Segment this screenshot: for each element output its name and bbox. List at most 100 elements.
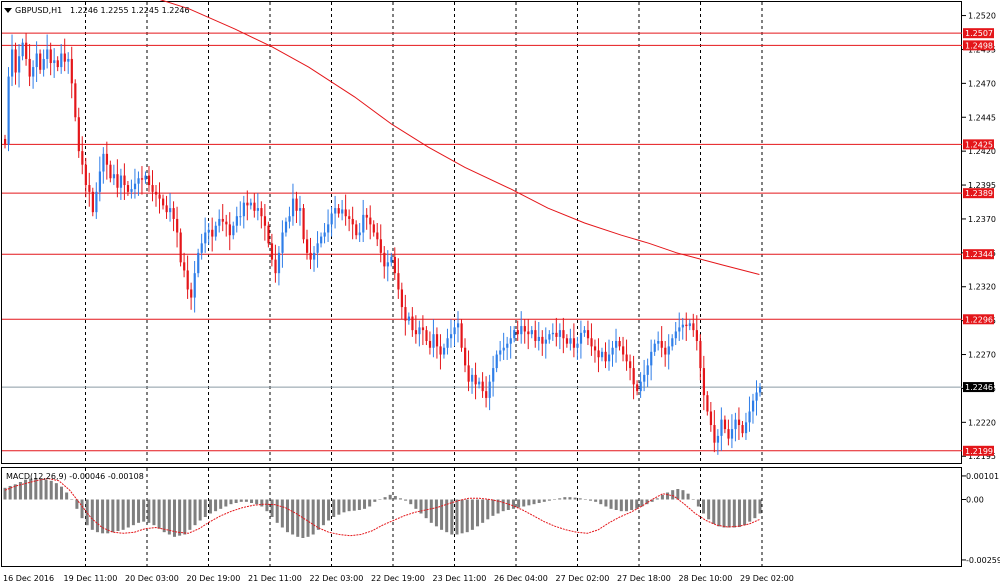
macd-bar [75, 499, 79, 509]
x-tick-label: 27 Dec 02:00 [556, 574, 610, 583]
macd-bar [393, 496, 397, 500]
candle-body [242, 202, 245, 217]
candle-body [235, 216, 238, 226]
current-price-label: 1.2246 [965, 383, 993, 392]
candle-body [176, 218, 179, 233]
candle-body [597, 350, 600, 358]
macd-bar [732, 499, 736, 528]
candle-body [713, 425, 716, 443]
macd-bar [275, 499, 279, 523]
candle-body [341, 209, 344, 214]
macd-bar [347, 499, 351, 512]
candle-body [309, 252, 312, 260]
candle-body [91, 191, 94, 213]
horizontal-levels [2, 32, 962, 452]
candle-body [485, 391, 488, 398]
macd-y-tick-label: -0.00259 [966, 556, 1000, 565]
macd-bar [280, 499, 284, 528]
candle-body [21, 42, 24, 57]
candle-body [523, 326, 526, 332]
candle-body [478, 381, 481, 385]
candle-body [520, 326, 523, 335]
candle-body [98, 171, 102, 192]
macd-bar [126, 499, 130, 528]
candle-body [344, 209, 347, 217]
candle-body [622, 346, 625, 355]
macd-bar [758, 499, 762, 514]
candle-body [267, 225, 270, 244]
macd-bar [553, 499, 557, 500]
candle-body [70, 58, 73, 84]
level-label: 1.2498 [965, 41, 993, 50]
candle-body [162, 198, 165, 206]
candle-body [84, 164, 87, 186]
candle-body [274, 259, 277, 274]
y-tick-label: 1.2370 [968, 215, 996, 224]
candle-body [664, 347, 667, 355]
candle-body [586, 330, 590, 339]
macd-bar [624, 499, 628, 512]
candle-body [186, 270, 189, 290]
macd-bar [630, 499, 634, 510]
candle-body [256, 208, 260, 211]
level-label-box [963, 314, 994, 325]
macd-bar [291, 499, 295, 535]
time-axis: 16 Dec 2016 19 Dec 11:00 20 Dec 03:00 20 De… [3, 574, 794, 583]
candle-body [288, 216, 291, 222]
macd-bar [106, 499, 110, 534]
candle-body [460, 323, 463, 348]
macd-bar [604, 499, 608, 507]
macd-bar [229, 499, 233, 505]
candle-body [126, 185, 130, 192]
candle-body [109, 164, 112, 179]
candle-body [28, 58, 31, 77]
macd-signal-line [4, 477, 761, 537]
macd-bar [558, 498, 562, 500]
candle-body [390, 256, 393, 263]
candle-body [541, 336, 544, 344]
candle-body [193, 273, 196, 298]
candle-body [88, 185, 91, 192]
macd-bar [537, 499, 541, 503]
macd-bar [450, 499, 454, 535]
candle-body [590, 338, 593, 347]
macd-bar [49, 480, 53, 500]
macd-bar [686, 493, 690, 500]
candle-body [481, 381, 484, 392]
macd-bar [753, 499, 757, 519]
candle-body [681, 324, 684, 328]
macd-bar [34, 478, 38, 500]
macd-axis: 0.00101 0.00 -0.00259 [962, 472, 1000, 565]
macd-histogram [3, 478, 762, 538]
macd-bar [650, 499, 654, 502]
macd-bar [542, 499, 546, 502]
candle-body [506, 343, 509, 348]
macd-bar [255, 499, 259, 505]
candle-body [646, 365, 649, 375]
candle-body [56, 60, 59, 68]
triangle-down-icon[interactable] [4, 8, 12, 13]
candle-body [133, 183, 137, 190]
macd-bar [208, 499, 212, 514]
candle-body [130, 189, 133, 192]
candle-body [277, 252, 281, 274]
macd-bar [737, 499, 741, 528]
level-label: 1.2389 [965, 189, 993, 198]
macd-bar [712, 499, 716, 524]
candle-body [253, 202, 256, 211]
candle-body [583, 330, 586, 333]
candle-body [695, 330, 698, 341]
macd-bar [3, 487, 7, 500]
x-tick-label: 23 Dec 11:00 [433, 574, 487, 583]
x-tick-label: 27 Dec 18:00 [617, 574, 671, 583]
candle-body [60, 53, 63, 68]
macd-bar [234, 499, 238, 503]
macd-bar [101, 499, 105, 534]
macd-bar [532, 499, 536, 505]
candle-body [211, 229, 214, 237]
y-tick-label: 1.2470 [968, 79, 996, 88]
macd-bar [547, 499, 551, 501]
candle-body [464, 347, 467, 366]
macd-bar [131, 499, 135, 526]
macd-bar [501, 499, 505, 512]
